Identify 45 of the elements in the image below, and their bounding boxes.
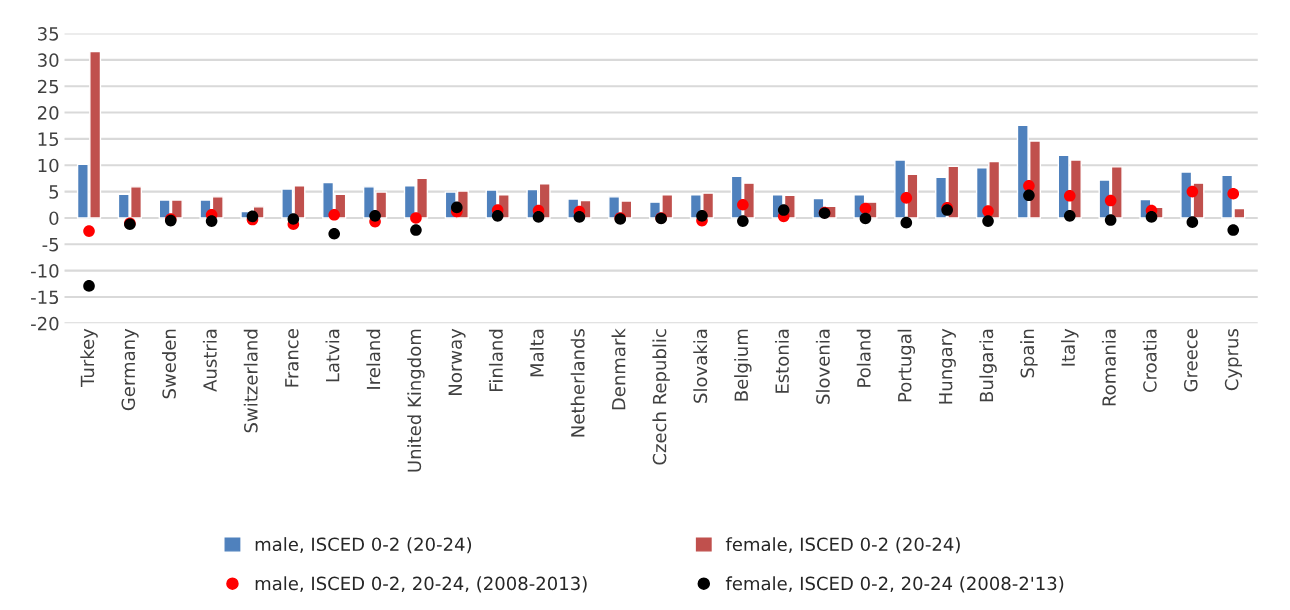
y-tick-label: 5 [49, 185, 59, 199]
x-tick-label: France [285, 329, 299, 387]
x-tick-label: Sweden [162, 329, 176, 399]
x-tick-label: Ireland [366, 329, 381, 389]
x-tick-label: Slovenia [815, 329, 830, 404]
y-tick-label: -15 [31, 290, 59, 305]
x-tick-label: Czech Republic [652, 329, 670, 465]
x-tick-label: Greece [1183, 329, 1198, 392]
x-tick-label: Hungary [939, 328, 956, 404]
y-tick-label: 0 [49, 211, 59, 226]
x-tick-label: United Kingdom [407, 329, 425, 472]
x-tick-label: Latvia [325, 329, 340, 382]
x-tick-label: Cyprus [1224, 329, 1242, 391]
y-tick-label: 25 [37, 79, 59, 94]
x-tick-label: Malta [529, 329, 544, 377]
x-tick-label: Denmark [611, 328, 626, 410]
x-tick-label: Croatia [1142, 329, 1157, 393]
x-tick-label: Turkey [80, 328, 98, 387]
x-tick-label: Netherlands [570, 329, 585, 437]
x-tick-label: Italy [1061, 328, 1079, 366]
y-tick-label: -20 [31, 316, 59, 331]
x-tick-label: Spain [1020, 329, 1038, 378]
legend-label: male, ISCED 0-2 (20-24) [255, 537, 472, 554]
x-tick-label: Norway [448, 328, 466, 395]
y-tick-label: 35 [38, 27, 59, 41]
x-tick-label: Belgium [734, 329, 752, 401]
legend-label: female, ISCED 0-2 (20-24) [725, 537, 960, 554]
x-tick-label: Poland [856, 329, 871, 387]
legend-label: female, ISCED 0-2, 20-24 (2008-2'13) [725, 576, 1064, 593]
y-tick-label: 30 [38, 53, 59, 68]
legend-label: male, ISCED 0-2, 20-24, (2008-2013) [255, 576, 587, 593]
x-tick-label: Switzerland [243, 329, 258, 433]
x-tick-label: Slovakia [693, 329, 708, 403]
x-tick-label: Estonia [774, 329, 789, 393]
x-tick-label: Finland [488, 329, 503, 391]
y-tick-label: 10 [38, 158, 59, 173]
y-tick-label: 20 [37, 106, 59, 120]
y-tick-label: -10 [31, 264, 59, 278]
x-tick-label: Austria [202, 329, 217, 392]
y-tick-label: -5 [42, 237, 59, 252]
x-tick-label: Romania [1101, 329, 1116, 406]
x-tick-label: Bulgaria [979, 329, 997, 402]
x-tick-label: Portugal [897, 329, 916, 402]
x-tick-label: Germany [121, 328, 139, 411]
y-tick-label: 15 [38, 132, 59, 147]
